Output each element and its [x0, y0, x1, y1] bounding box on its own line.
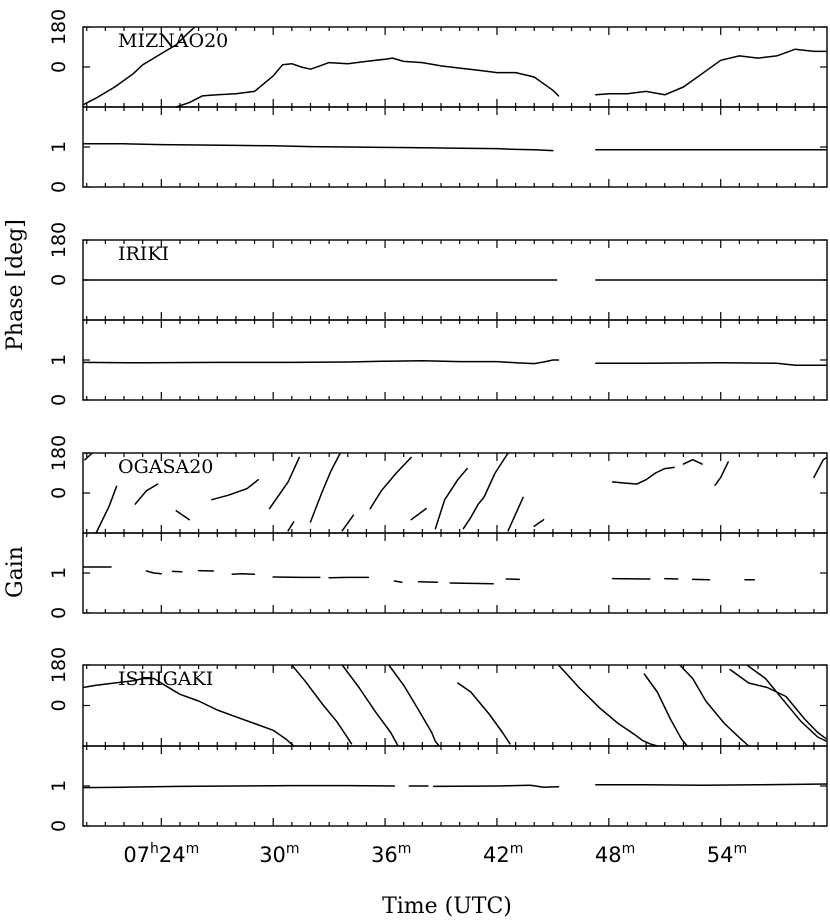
phase-segment: [714, 461, 729, 486]
x-tick-label: 42m: [483, 841, 523, 867]
station-panel-iriki: 0 180 0 1 IRIKI: [48, 222, 828, 406]
phase-y-tick-label: 0: [48, 274, 70, 286]
y-axis-label-phase: Phase [deg]: [3, 219, 28, 351]
phase-segment: [309, 453, 342, 523]
phase-y-tick-label: 0: [48, 699, 70, 711]
phase-segment: [643, 673, 688, 747]
gain-segment: [83, 143, 554, 152]
x-tick-labels: 07h24m 30m 36m 42m 48m 54m: [123, 841, 747, 867]
phase-segment: [434, 467, 468, 530]
gain-y-tick-label: 0: [48, 820, 70, 832]
gain-y-tick-label: 1: [48, 567, 70, 579]
station-panel-miznao20: 0 180 0 1 MIZNAO20: [48, 9, 828, 193]
phase-segment: [462, 453, 509, 530]
phase-y-tick-label: 180: [48, 9, 70, 45]
phase-segment: [729, 668, 827, 741]
phase-y-tick-label: 0: [48, 61, 70, 73]
x-axis-label: Time (UTC): [382, 894, 512, 919]
phase-segment: [84, 453, 94, 461]
phase-segment: [678, 665, 750, 747]
phase-segment: [369, 456, 412, 510]
x-tick-label: 30m: [259, 841, 299, 867]
gain-segment: [83, 359, 560, 365]
phase-segment: [813, 456, 827, 479]
x-tick-label: 48m: [595, 841, 635, 867]
station-panel-ogasa20: 0 180 0 1 OGASA20: [48, 435, 828, 619]
gain-segment: [595, 362, 827, 366]
series-lines: [83, 279, 827, 366]
gain-segment: [83, 784, 396, 789]
series-lines: [83, 665, 827, 789]
x-tick-label: 36m: [371, 841, 411, 867]
phase-segment: [83, 27, 196, 106]
y-axis-label-gain: Gain: [3, 546, 28, 598]
phase-segment: [595, 48, 827, 96]
gain-y-tick-label: 0: [48, 181, 70, 193]
station-panel-ishigaki: 0 180 0 1 ISHIGAKI: [48, 647, 828, 832]
gain-segment: [595, 783, 827, 786]
phase-segment: [134, 483, 159, 505]
phase-segment: [410, 507, 427, 521]
x-tick-label: 07h24m: [123, 841, 199, 867]
series-lines: [83, 453, 827, 585]
phase-segment: [682, 458, 703, 465]
station-label: ISHIGAKI: [118, 668, 213, 690]
phase-y-tick-label: 180: [48, 647, 70, 683]
phase-segment: [341, 514, 355, 532]
phase-segment: [175, 57, 560, 108]
phase-segment: [268, 456, 301, 510]
gain-y-tick-label: 0: [48, 394, 70, 406]
gain-y-tick-label: 1: [48, 354, 70, 366]
phase-segment: [83, 677, 295, 747]
phase-segment: [507, 496, 524, 532]
station-label: OGASA20: [118, 456, 213, 478]
gain-frame: [82, 532, 828, 614]
phase-y-tick-label: 180: [48, 435, 70, 471]
station-label: IRIKI: [118, 243, 169, 265]
phase-y-tick-label: 180: [48, 222, 70, 258]
gain-y-tick-label: 1: [48, 780, 70, 792]
gain-segment: [393, 580, 403, 583]
phase-segment: [533, 518, 545, 528]
phase-segment: [457, 682, 511, 745]
gain-frame: [82, 106, 828, 188]
series-lines: [83, 27, 827, 152]
phase-segment: [210, 478, 260, 501]
phase-segment: [557, 665, 659, 747]
x-tick-label: 54m: [707, 841, 747, 867]
station-panels: 0 180 0 1 MIZNAO20 0 180 0 1 IRIKI 0 180 0 1 OGASA20 0 1…: [48, 9, 828, 832]
phase-segment: [287, 521, 295, 532]
phase-segment: [291, 665, 353, 745]
gain-frame: [82, 319, 828, 401]
phase-segment: [95, 485, 118, 534]
gain-segment: [145, 570, 163, 575]
phase-segment: [388, 665, 440, 747]
phase-segment: [746, 665, 827, 743]
phase-segment: [611, 466, 675, 485]
phase-segment: [341, 665, 399, 747]
gain-segment: [449, 582, 494, 585]
gain-y-tick-label: 0: [48, 607, 70, 619]
phase-y-tick-label: 0: [48, 487, 70, 499]
phase-segment: [175, 510, 191, 521]
station-label: MIZNAO20: [118, 30, 228, 52]
gain-segment: [432, 784, 560, 788]
gain-y-tick-label: 1: [48, 141, 70, 153]
